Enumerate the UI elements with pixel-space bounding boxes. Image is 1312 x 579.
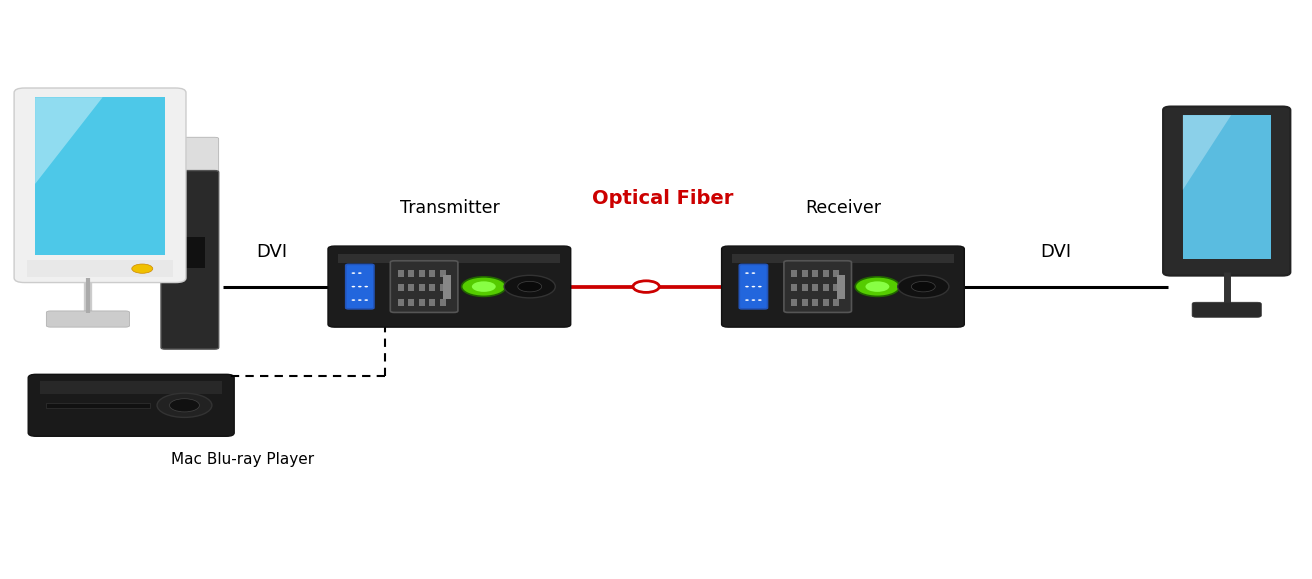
Bar xyxy=(443,274,451,299)
Bar xyxy=(1183,115,1270,259)
Bar xyxy=(419,270,425,277)
FancyBboxPatch shape xyxy=(391,261,458,313)
Bar xyxy=(837,274,845,299)
Bar xyxy=(429,270,436,277)
Polygon shape xyxy=(35,97,102,184)
FancyBboxPatch shape xyxy=(740,265,768,309)
FancyBboxPatch shape xyxy=(785,261,851,313)
Circle shape xyxy=(752,286,756,287)
Circle shape xyxy=(131,264,152,273)
FancyBboxPatch shape xyxy=(161,137,219,178)
FancyBboxPatch shape xyxy=(46,311,130,327)
Circle shape xyxy=(365,299,369,301)
Bar xyxy=(41,380,222,394)
Bar xyxy=(440,299,446,306)
Bar xyxy=(398,270,404,277)
Bar xyxy=(791,270,798,277)
Text: DVI: DVI xyxy=(1040,243,1072,261)
Bar xyxy=(398,284,404,291)
Circle shape xyxy=(758,286,762,287)
FancyBboxPatch shape xyxy=(722,246,964,327)
Bar xyxy=(338,254,560,262)
Circle shape xyxy=(745,286,749,287)
Circle shape xyxy=(752,272,756,274)
Bar xyxy=(823,299,829,306)
Text: Receiver: Receiver xyxy=(806,199,882,217)
Circle shape xyxy=(157,393,213,417)
Bar xyxy=(812,299,819,306)
Circle shape xyxy=(352,286,356,287)
Bar xyxy=(833,299,840,306)
Bar xyxy=(408,284,415,291)
Bar xyxy=(440,284,446,291)
Bar xyxy=(398,299,404,306)
Circle shape xyxy=(504,276,555,298)
Bar xyxy=(802,299,808,306)
Circle shape xyxy=(365,286,369,287)
Circle shape xyxy=(352,272,356,274)
Circle shape xyxy=(358,272,362,274)
FancyBboxPatch shape xyxy=(328,246,571,327)
FancyBboxPatch shape xyxy=(1164,107,1291,276)
Bar xyxy=(802,270,808,277)
Circle shape xyxy=(352,299,356,301)
Bar xyxy=(35,97,165,255)
Circle shape xyxy=(912,281,935,292)
Circle shape xyxy=(169,399,199,412)
Circle shape xyxy=(358,299,362,301)
Bar xyxy=(429,284,436,291)
Circle shape xyxy=(472,281,496,292)
Text: DVI: DVI xyxy=(256,243,287,261)
Circle shape xyxy=(758,299,762,301)
Bar xyxy=(408,270,415,277)
FancyBboxPatch shape xyxy=(29,375,235,437)
Circle shape xyxy=(866,281,890,292)
Circle shape xyxy=(855,277,900,296)
Bar xyxy=(174,237,205,268)
Bar xyxy=(833,284,840,291)
FancyBboxPatch shape xyxy=(346,265,374,309)
Circle shape xyxy=(745,299,749,301)
Bar xyxy=(802,284,808,291)
Text: Optical Fiber: Optical Fiber xyxy=(592,189,733,208)
Circle shape xyxy=(745,272,749,274)
Bar xyxy=(791,299,798,306)
Bar xyxy=(440,270,446,277)
FancyBboxPatch shape xyxy=(14,88,186,283)
Text: Mac Blu-ray Player: Mac Blu-ray Player xyxy=(171,452,315,467)
Bar xyxy=(823,270,829,277)
Bar xyxy=(732,254,954,262)
Circle shape xyxy=(897,276,949,298)
Bar xyxy=(791,284,798,291)
FancyBboxPatch shape xyxy=(1193,302,1261,317)
Bar xyxy=(812,284,819,291)
Bar xyxy=(28,260,173,277)
Bar xyxy=(833,270,840,277)
Bar xyxy=(823,284,829,291)
Text: Transmitter: Transmitter xyxy=(400,199,500,217)
Bar xyxy=(419,299,425,306)
Bar xyxy=(812,270,819,277)
Circle shape xyxy=(358,286,362,287)
Bar xyxy=(429,299,436,306)
Circle shape xyxy=(518,281,542,292)
Polygon shape xyxy=(1183,115,1231,190)
Circle shape xyxy=(752,299,756,301)
FancyBboxPatch shape xyxy=(161,171,219,349)
Bar xyxy=(408,299,415,306)
Bar xyxy=(46,402,151,408)
Circle shape xyxy=(634,281,660,292)
Bar xyxy=(419,284,425,291)
Circle shape xyxy=(462,277,506,296)
